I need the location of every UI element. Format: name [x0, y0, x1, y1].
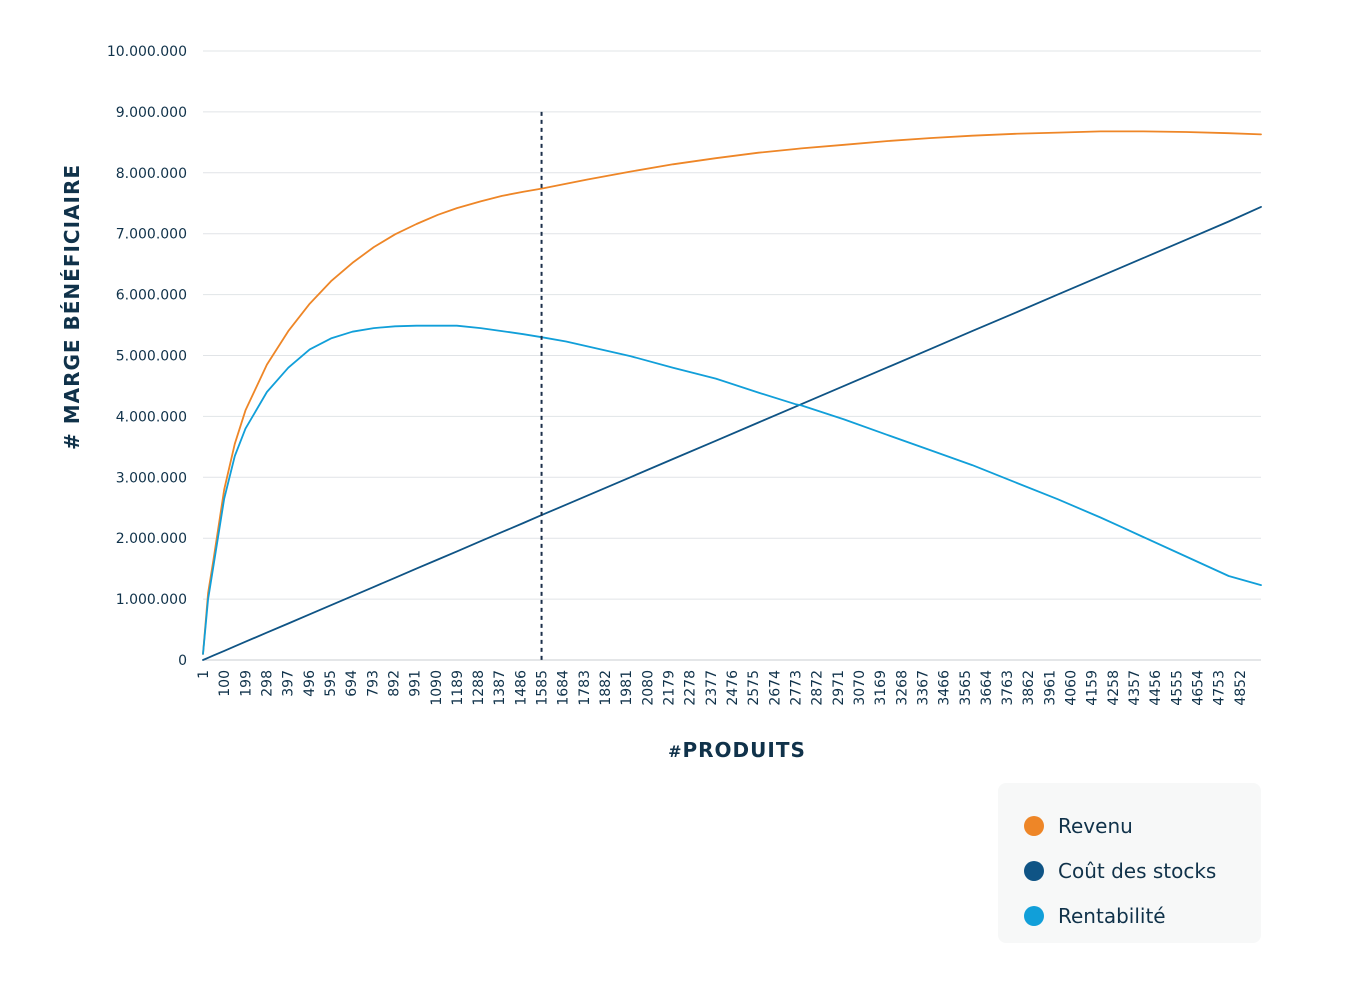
- x-tick-label: 100: [217, 670, 233, 697]
- y-tick-label: 3.000.000: [116, 470, 187, 486]
- x-tick-label: 298: [259, 670, 275, 697]
- x-tick-label: 3565: [958, 670, 974, 706]
- x-tick-label: 1486: [513, 670, 529, 706]
- y-tick-label: 5.000.000: [116, 349, 187, 365]
- x-tick-label: 3664: [979, 670, 995, 706]
- legend-label: Coût des stocks: [1058, 858, 1217, 883]
- x-tick-label: 3862: [1021, 670, 1037, 706]
- x-tick-label: 3070: [852, 670, 868, 706]
- x-tick-label: 3268: [894, 670, 910, 706]
- x-axis-ticks: 1 100 199 298 397 496 595 694 793 892 991 1090 1189 1…: [196, 670, 1249, 706]
- x-tick-label: 1288: [471, 670, 487, 706]
- x-tick-label: 1387: [492, 670, 508, 706]
- x-tick-label: 1189: [450, 670, 466, 706]
- series-line-co-t-des-stocks: [202, 205, 1262, 661]
- y-tick-label: 9.000.000: [116, 105, 187, 121]
- y-tick-label: 6.000.000: [116, 288, 187, 304]
- x-tick-label: 1783: [577, 670, 593, 706]
- y-tick-label: 1.000.000: [116, 592, 187, 608]
- x-axis-title-text: PRODUITS: [683, 738, 806, 762]
- x-tick-label: 2575: [746, 670, 762, 706]
- y-tick-label: 10.000.000: [107, 44, 187, 60]
- series-line-revenu: [202, 130, 1262, 655]
- x-tick-label: 2080: [640, 670, 656, 706]
- legend: Revenu Coût des stocks Rentabilité: [998, 783, 1261, 943]
- x-tick-label: 2773: [788, 670, 804, 706]
- x-tick-label: 1882: [598, 670, 614, 706]
- x-tick-label: 694: [344, 670, 360, 697]
- x-tick-label: 4555: [1169, 670, 1185, 706]
- y-axis-ticks: 0 1.000.000 2.000.000 3.000.000 4.000.000 5.0…: [107, 44, 187, 669]
- legend-item-cout-des-stocks[interactable]: Coût des stocks: [1024, 848, 1261, 893]
- x-tick-label: 991: [408, 670, 424, 697]
- x-tick-label: 4258: [1106, 670, 1122, 706]
- x-tick-label: 4357: [1127, 670, 1143, 706]
- x-tick-label: 1684: [556, 670, 572, 706]
- x-tick-label: 2179: [662, 670, 678, 706]
- x-tick-label: 1585: [535, 670, 551, 706]
- x-tick-label: 892: [386, 670, 402, 697]
- x-tick-label: 1: [196, 670, 212, 679]
- y-tick-label: 8.000.000: [116, 166, 187, 182]
- x-tick-label: 1090: [429, 670, 445, 706]
- legend-dot-icon: [1024, 815, 1044, 836]
- x-tick-label: 2674: [767, 670, 783, 706]
- y-tick-label: 4.000.000: [116, 409, 187, 425]
- x-tick-label: 595: [323, 670, 339, 697]
- chart-series: [202, 130, 1262, 661]
- x-axis-title-prefix: #: [668, 742, 682, 761]
- x-tick-label: 2872: [810, 670, 826, 706]
- legend-item-revenu[interactable]: Revenu: [1024, 803, 1261, 848]
- y-tick-label: 0: [178, 653, 187, 669]
- legend-item-rentabilite[interactable]: Rentabilité: [1024, 893, 1261, 938]
- x-tick-label: 3169: [873, 670, 889, 706]
- series-line-rentabilit-: [202, 324, 1262, 655]
- x-tick-label: 4654: [1191, 670, 1207, 706]
- x-tick-label: 4753: [1212, 670, 1228, 706]
- x-tick-label: 4060: [1064, 670, 1080, 706]
- x-tick-label: 2278: [683, 670, 699, 706]
- x-tick-label: 2971: [831, 670, 847, 706]
- x-tick-label: 4456: [1148, 670, 1164, 706]
- legend-label: Rentabilité: [1058, 903, 1166, 928]
- x-tick-label: 4159: [1085, 670, 1101, 706]
- y-tick-label: 2.000.000: [116, 531, 187, 547]
- x-tick-label: 793: [365, 670, 381, 697]
- grid-lines: [203, 50, 1261, 661]
- x-axis-title: #PRODUITS: [668, 738, 806, 762]
- x-tick-label: 199: [238, 670, 254, 697]
- y-axis-title: # MARGE BÉNÉFICIAIRE: [60, 164, 84, 450]
- x-tick-label: 3763: [1000, 670, 1016, 706]
- x-tick-label: 3367: [915, 670, 931, 706]
- legend-dot-icon: [1024, 860, 1044, 881]
- legend-label: Revenu: [1058, 813, 1133, 838]
- x-tick-label: 1981: [619, 670, 635, 706]
- legend-dot-icon: [1024, 905, 1044, 926]
- y-tick-label: 7.000.000: [116, 227, 187, 243]
- x-tick-label: 4852: [1233, 670, 1249, 706]
- x-tick-label: 2476: [725, 670, 741, 706]
- x-tick-label: 3466: [937, 670, 953, 706]
- x-tick-label: 496: [302, 670, 318, 697]
- x-tick-label: 3961: [1042, 670, 1058, 706]
- x-tick-label: 2377: [704, 670, 720, 706]
- x-tick-label: 397: [281, 670, 297, 697]
